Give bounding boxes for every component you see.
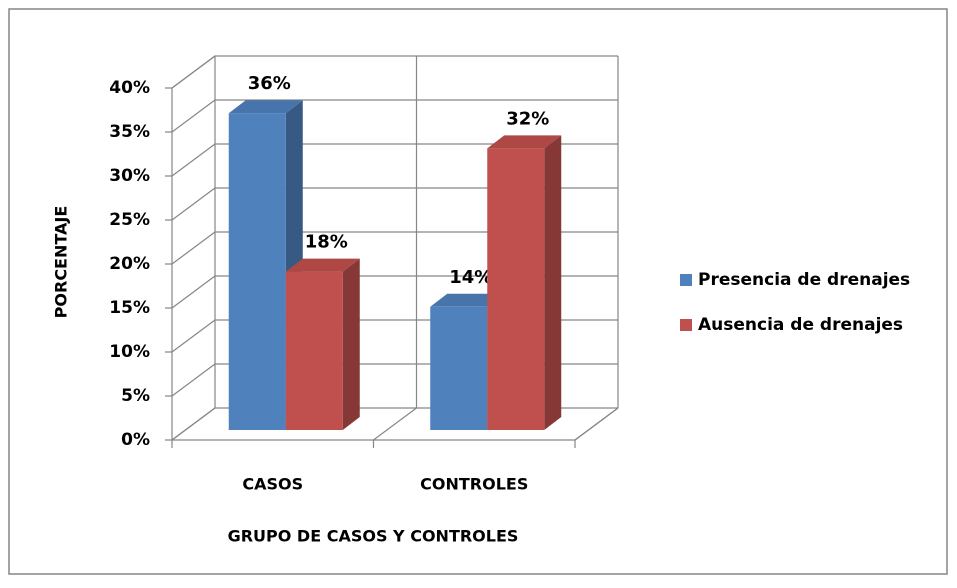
x-axis-title: GRUPO DE CASOS Y CONTROLES — [228, 527, 519, 546]
legend-swatch — [680, 274, 692, 286]
bar-front — [285, 271, 343, 430]
bar-top — [285, 258, 360, 272]
value-label: 32% — [506, 108, 549, 129]
legend-swatch — [680, 319, 692, 331]
legend-label: Ausencia de drenajes — [698, 315, 903, 335]
y-tick-label: 15% — [109, 298, 150, 318]
x-tick-label: CONTROLES — [420, 475, 528, 494]
grid-line — [171, 143, 618, 177]
value-label: 36% — [248, 73, 291, 94]
y-tick-label: 5% — [121, 386, 150, 406]
y-tick-label: 0% — [121, 430, 150, 450]
value-label: 18% — [305, 232, 348, 253]
y-tick-label: 30% — [109, 166, 150, 186]
floor-divider — [373, 407, 417, 441]
bar-front — [228, 113, 286, 430]
y-tick-label: 10% — [109, 342, 150, 362]
bar-front — [430, 306, 488, 430]
y-tick-label: 25% — [109, 210, 150, 230]
y-tick-label: 20% — [109, 254, 150, 274]
chart-border — [8, 8, 948, 575]
legend-label: Presencia de drenajes — [698, 270, 910, 290]
value-label: 14% — [449, 267, 492, 288]
x-tick-label: CASOS — [242, 475, 303, 494]
bar-top — [228, 100, 303, 114]
bar-side — [544, 135, 562, 430]
bar — [487, 135, 562, 430]
bar-side — [342, 258, 360, 430]
bar — [285, 258, 360, 430]
bar-front — [487, 148, 545, 430]
floor-divider — [574, 407, 619, 441]
grid-line — [171, 275, 618, 309]
y-axis-title: PORCENTAJE — [52, 206, 71, 319]
y-tick-label: 40% — [109, 78, 150, 98]
bar-top — [430, 293, 505, 307]
grid-line — [171, 99, 618, 133]
bar-top — [487, 135, 562, 149]
y-tick-label: 35% — [109, 122, 150, 142]
bar — [228, 100, 303, 430]
grid-line — [171, 187, 618, 221]
grid-line — [171, 231, 618, 265]
grid-line — [171, 55, 618, 89]
